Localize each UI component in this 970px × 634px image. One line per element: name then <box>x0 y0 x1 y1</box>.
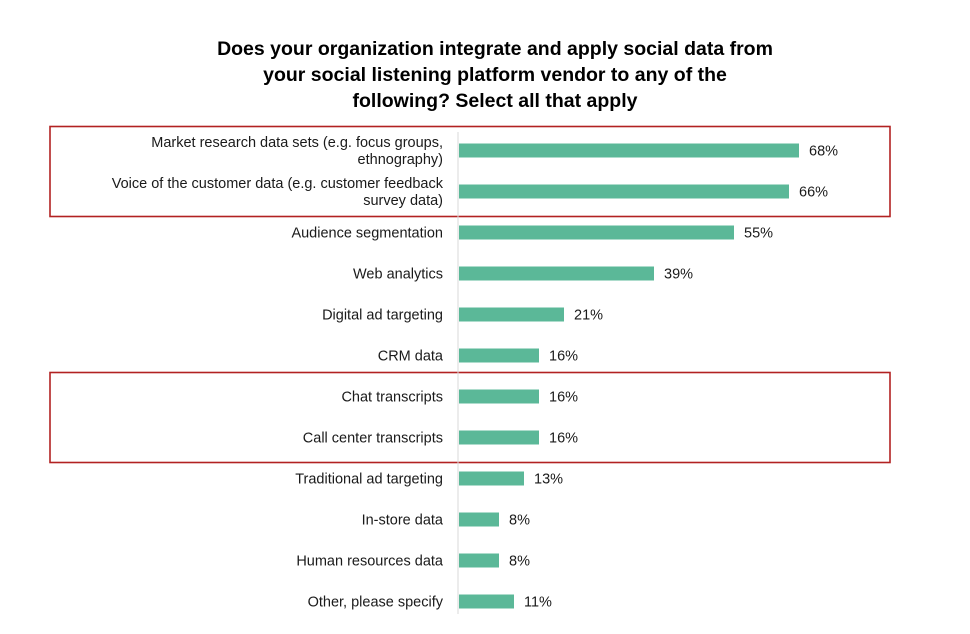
value-label: 39% <box>664 267 693 283</box>
bar <box>459 225 734 240</box>
bar <box>459 471 524 486</box>
value-label: 16% <box>549 390 578 406</box>
bar <box>459 143 799 158</box>
bar <box>459 512 499 527</box>
category-label: Voice of the customer data (e.g. custome… <box>112 176 444 192</box>
highlight-box <box>49 125 891 218</box>
category-label: CRM data <box>378 349 444 365</box>
category-label: Traditional ad targeting <box>295 472 443 488</box>
category-label: survey data) <box>363 193 443 209</box>
category-label: Digital ad targeting <box>322 308 443 324</box>
bar <box>459 553 499 568</box>
highlight-boxes <box>49 125 891 464</box>
category-label: Human resources data <box>296 554 444 570</box>
category-label: Chat transcripts <box>341 390 443 406</box>
bar <box>459 184 789 199</box>
chart-title-line: your social listening platform vendor to… <box>263 64 727 86</box>
bar <box>459 307 564 322</box>
category-label: Call center transcripts <box>303 431 443 447</box>
value-label: 16% <box>549 431 578 447</box>
value-label: 11% <box>524 595 552 611</box>
bar <box>459 430 539 445</box>
value-label: 68% <box>809 144 838 160</box>
value-label: 66% <box>799 185 828 201</box>
category-label: Market research data sets (e.g. focus gr… <box>151 135 443 151</box>
bar <box>459 594 514 609</box>
category-label: ethnography) <box>358 152 443 168</box>
category-label: Audience segmentation <box>291 226 443 242</box>
value-label: 8% <box>509 513 530 529</box>
bars <box>459 143 799 609</box>
value-labels: 68% 66% 55% 39% 21% 16% 16% 16% 13% 8% 8% 11% <box>509 144 838 611</box>
category-label: Web analytics <box>353 267 443 283</box>
bar <box>459 348 539 363</box>
value-label: 55% <box>744 226 773 242</box>
bar <box>459 266 654 281</box>
value-label: 16% <box>549 349 578 365</box>
value-label: 8% <box>509 554 530 570</box>
bar <box>459 389 539 404</box>
value-label: 21% <box>574 308 603 324</box>
highlight-box <box>49 371 891 464</box>
chart-title-line: Does your organization integrate and app… <box>217 38 773 60</box>
category-label: In-store data <box>362 513 444 529</box>
category-label: Other, please specify <box>308 595 444 611</box>
category-labels: Market research data sets (e.g. focus gr… <box>112 135 444 611</box>
chart-title-line: following? Select all that apply <box>352 90 638 112</box>
chart-title: Does your organization integrate and app… <box>120 36 870 114</box>
value-label: 13% <box>534 472 563 488</box>
